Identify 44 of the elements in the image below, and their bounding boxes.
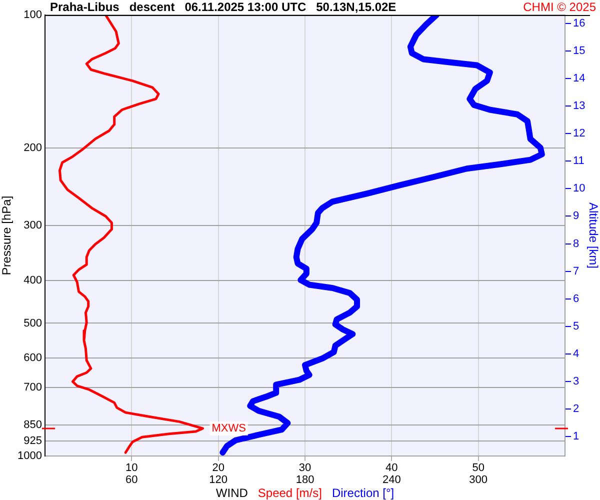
y2-tick-label: 8 (573, 238, 580, 250)
x2-tick-label: 240 (382, 474, 401, 486)
text: Direction [°] (332, 486, 394, 500)
y2-tick-label: 14 (573, 72, 586, 84)
y-tick-label: 100 (24, 9, 42, 22)
y-tick-label: 400 (24, 274, 42, 287)
y2-tick-label: 15 (573, 44, 586, 57)
annotation: MXWS (212, 422, 246, 434)
y2-tick-label: 7 (573, 265, 580, 278)
x2-tick-label: 120 (209, 474, 228, 486)
x2-tick-label: 60 (126, 474, 138, 486)
y2-tick-label: 6 (573, 292, 580, 305)
chart-title: Praha-Libus descent 06.11.2025 13:00 UTC 50.13N,15.02E (50, 0, 396, 15)
y-tick-label: 700 (24, 382, 42, 394)
y2-tick-label: 16 (573, 17, 586, 30)
y-tick-label: 600 (24, 352, 42, 364)
text: CHMI © 2025 (523, 0, 596, 15)
y-tick-label: 500 (24, 317, 42, 330)
y2-tick-label: 3 (573, 376, 580, 388)
y2-tick-label: 13 (573, 100, 586, 112)
x-axis-title: WIND (216, 486, 248, 500)
text: Speed [m/s] (258, 486, 322, 500)
y-axis-title: Pressure [hPa] (0, 196, 14, 276)
x-tick-label: 10 (126, 462, 138, 474)
x-tick-label: 20 (212, 462, 224, 474)
y2-tick-label: 1 (573, 430, 580, 443)
x-tick-label: 40 (386, 462, 398, 474)
y-tick-label: 850 (24, 418, 42, 431)
x-tick-label: 30 (298, 462, 312, 474)
y-tick-label: 1000 (18, 450, 42, 462)
y-tick-label: 300 (24, 219, 42, 232)
y2-tick-label: 12 (573, 128, 586, 140)
y2-tick-label: 4 (573, 348, 580, 360)
x-tick-label: 50 (472, 462, 484, 474)
y2-tick-label: 11 (573, 155, 584, 168)
y-tick-label: 925 (24, 435, 42, 448)
y2-tick-label: 2 (573, 403, 580, 416)
x2-tick-label: 300 (469, 474, 488, 486)
y2-axis-title: Altitude [km] (586, 202, 600, 269)
y2-tick-label: 5 (573, 320, 580, 332)
y-tick-label: 200 (24, 142, 42, 154)
x2-tick-label: 180 (296, 474, 314, 486)
y2-tick-label: 10 (573, 182, 586, 195)
y2-tick-label: 9 (573, 210, 580, 222)
